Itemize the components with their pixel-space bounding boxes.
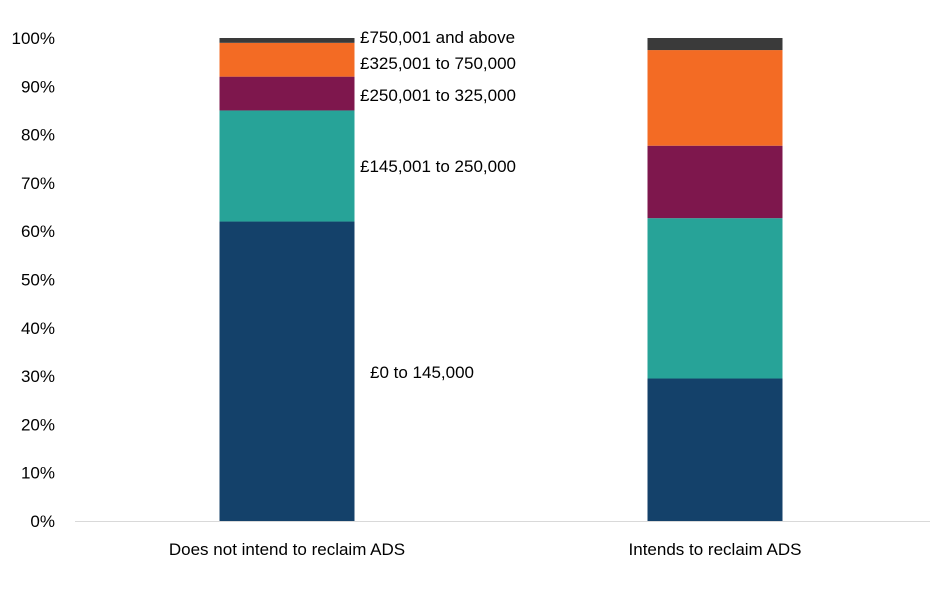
bar-segment <box>219 76 355 111</box>
bar-segment <box>219 110 355 222</box>
series-label: £0 to 145,000 <box>370 363 474 382</box>
bar-segment <box>219 221 355 522</box>
category-label: Does not intend to reclaim ADS <box>169 540 405 559</box>
segment-labels: £0 to 145,000 £145,001 to 250,000 £250,001… <box>360 28 516 382</box>
y-tick-label: 80% <box>21 126 55 145</box>
bar-segment <box>647 38 783 51</box>
y-tick-label: 20% <box>21 415 55 434</box>
y-tick-label: 90% <box>21 77 55 96</box>
bar-segment <box>647 218 783 379</box>
category-labels: Does not intend to reclaim ADS Intends to… <box>169 540 802 559</box>
y-axis: 0% 10% 20% 30% 40% 50% 60% 70% 80% 90% 100% <box>12 29 55 531</box>
y-tick-label: 40% <box>21 319 55 338</box>
series-label: £325,001 to 750,000 <box>360 54 516 73</box>
y-tick-label: 70% <box>21 174 55 193</box>
y-tick-label: 0% <box>30 512 55 531</box>
bar-segment <box>647 50 783 146</box>
series-label: £750,001 and above <box>360 28 515 47</box>
y-tick-label: 60% <box>21 222 55 241</box>
bar-segment <box>219 42 355 77</box>
bar-segment <box>219 38 355 43</box>
category-label: Intends to reclaim ADS <box>629 540 802 559</box>
bar-segment <box>647 145 783 219</box>
series-label: £145,001 to 250,000 <box>360 157 516 176</box>
y-tick-label: 50% <box>21 271 55 290</box>
bars <box>219 38 783 522</box>
y-tick-label: 30% <box>21 367 55 386</box>
y-tick-label: 100% <box>12 29 55 48</box>
y-tick-label: 10% <box>21 464 55 483</box>
series-label: £250,001 to 325,000 <box>360 86 516 105</box>
bar-segment <box>647 378 783 521</box>
